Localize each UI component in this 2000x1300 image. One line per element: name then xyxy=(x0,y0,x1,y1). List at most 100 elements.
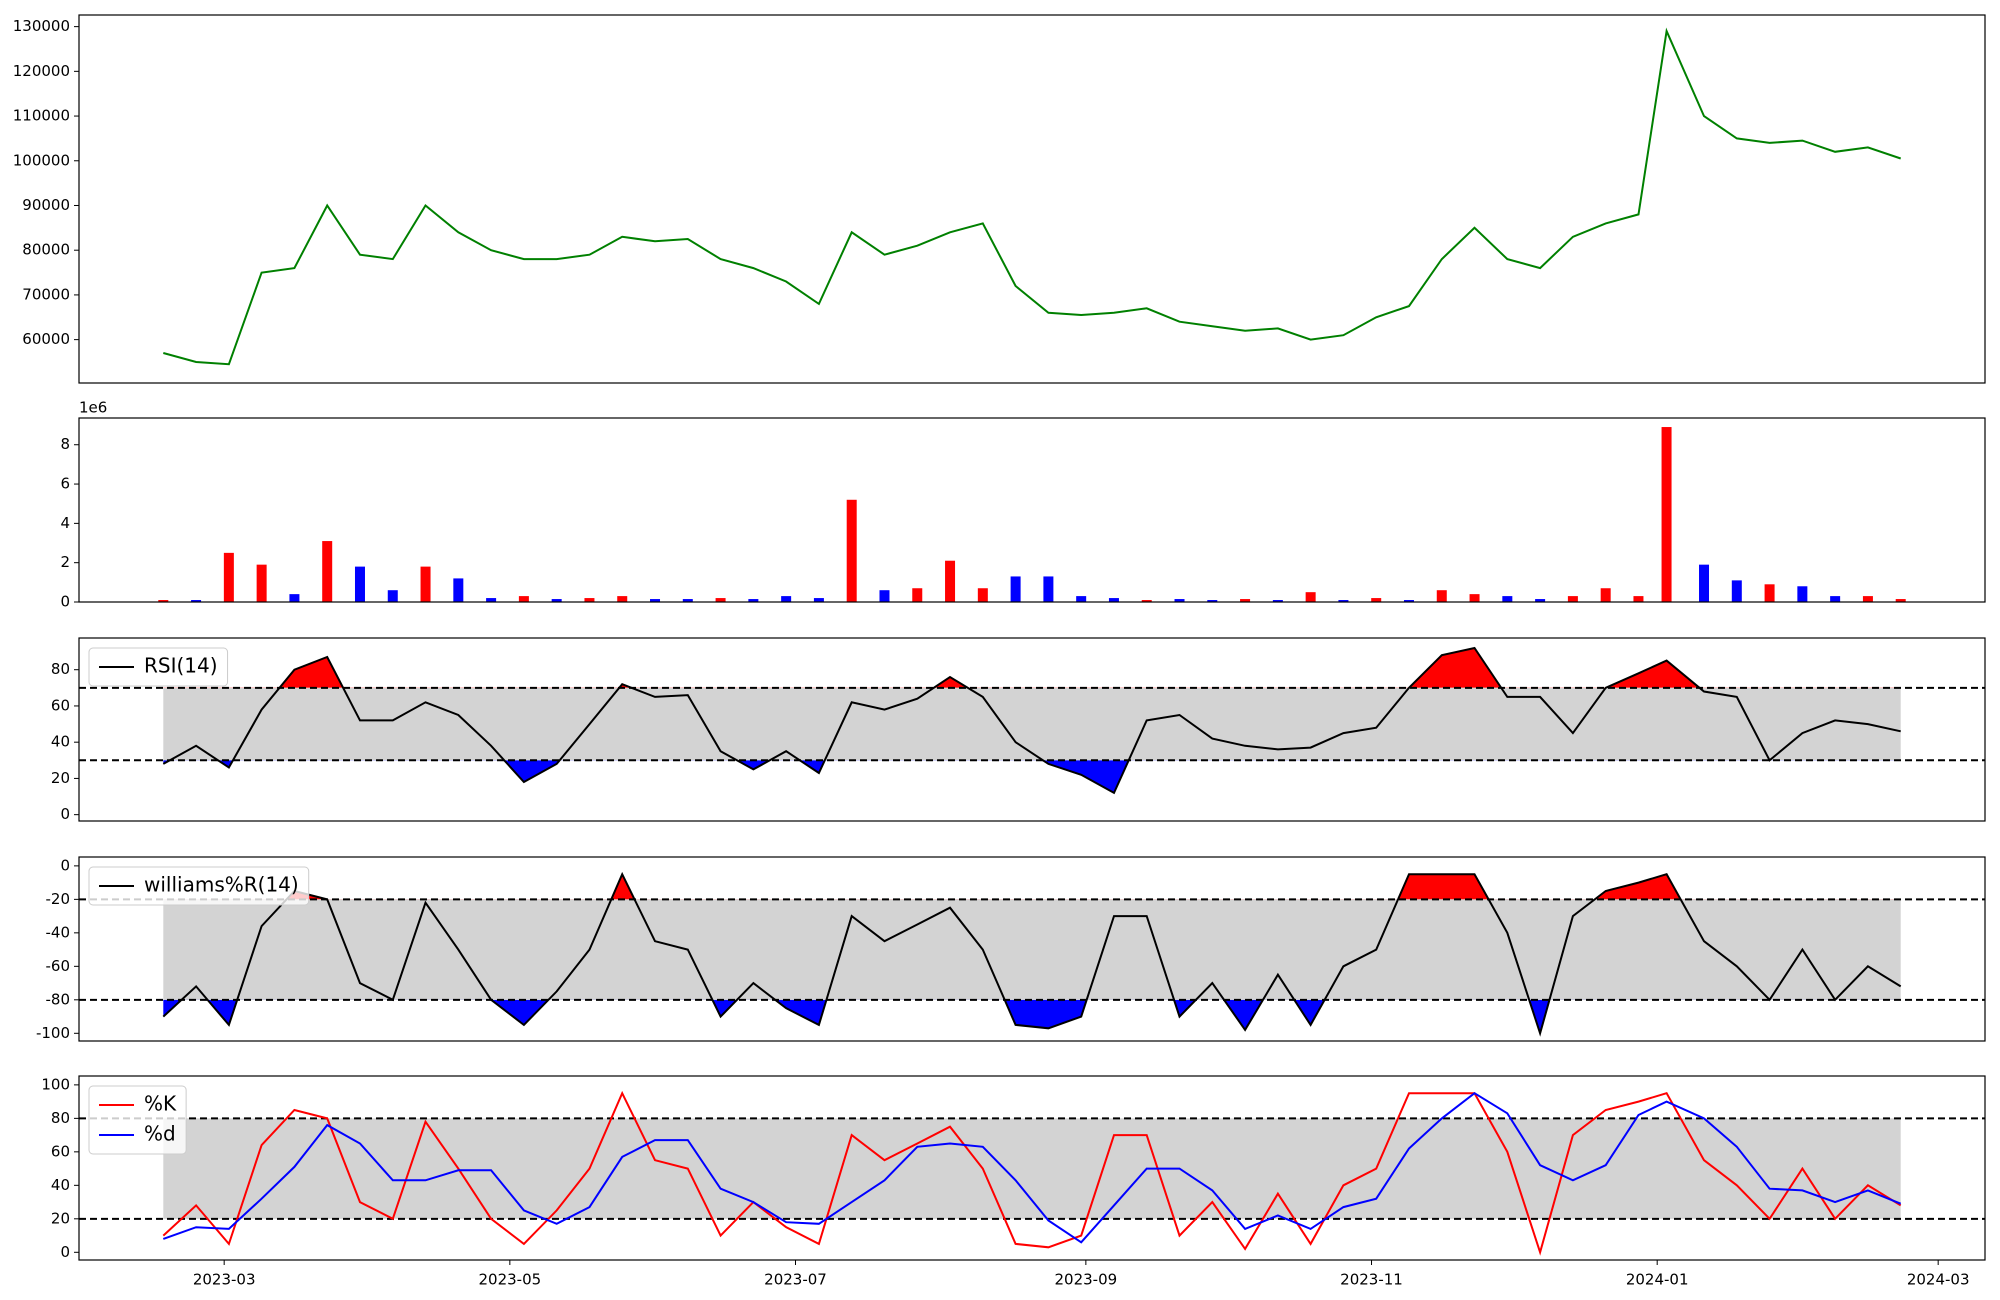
volume-bar xyxy=(289,594,300,602)
x-tick-label: 2024-03 xyxy=(1907,1271,1970,1289)
volume-bar xyxy=(1764,584,1775,602)
y-tick-label: 6 xyxy=(60,475,70,493)
volume-bar xyxy=(1502,596,1513,602)
volume-bar xyxy=(1141,600,1152,602)
x-tick-label: 2023-09 xyxy=(1055,1271,1118,1289)
x-tick-label: 2023-03 xyxy=(193,1271,256,1289)
volume-bar xyxy=(223,552,234,602)
y-tick-label: 8 xyxy=(60,435,70,453)
volume-bar xyxy=(1207,600,1218,602)
y-tick-label: 40 xyxy=(51,733,70,751)
volume-bar xyxy=(191,600,202,602)
legend-label: RSI(14) xyxy=(144,654,218,678)
volume-bar xyxy=(945,560,956,602)
y-tick-label: 0 xyxy=(60,1243,70,1261)
y-tick-label: 80 xyxy=(51,660,70,678)
y-tick-label: 80 xyxy=(51,1109,70,1127)
overbought-fill xyxy=(163,648,1901,688)
volume-bar xyxy=(846,499,857,602)
plot-area xyxy=(79,1090,1985,1256)
volume-bar xyxy=(1305,592,1316,602)
plot-area xyxy=(163,27,1902,366)
volume-bar xyxy=(1174,599,1185,602)
volume-bar xyxy=(387,590,398,602)
y-tick-label: 120000 xyxy=(13,62,70,80)
volume-bar xyxy=(551,599,562,602)
legend-label: %d xyxy=(144,1122,176,1146)
volume-bar xyxy=(879,590,890,602)
y-tick-label: 0 xyxy=(60,593,70,611)
volume-bar xyxy=(1338,600,1349,602)
volume-bar xyxy=(420,566,431,602)
volume-bar xyxy=(256,564,267,602)
y-tick-label: 70000 xyxy=(22,285,70,303)
x-tick-label: 2023-07 xyxy=(764,1271,827,1289)
panel-frame xyxy=(78,14,1986,384)
volume-bar xyxy=(322,541,333,602)
y-tick-label: 110000 xyxy=(13,107,70,125)
panel: 0 -20 -40 -60 -80 -100 williams%R(14) xyxy=(36,856,1986,1042)
volume-bar xyxy=(1535,599,1546,602)
volume-bar xyxy=(977,588,988,602)
volume-bar xyxy=(158,600,169,602)
y-tick-label: -100 xyxy=(36,1024,70,1042)
plot-area xyxy=(79,646,1985,795)
volume-bar xyxy=(813,598,824,602)
y-tick-label: 4 xyxy=(60,514,70,532)
y-tick-label: 0 xyxy=(60,805,70,823)
y-tick-label: 2 xyxy=(60,553,70,571)
volume-bar xyxy=(715,598,726,602)
plot-area xyxy=(158,427,1906,602)
threshold-band xyxy=(163,1118,1901,1219)
volume-bar xyxy=(1567,596,1578,602)
volume-bar xyxy=(912,588,923,602)
volume-bar xyxy=(781,596,792,602)
threshold-band xyxy=(163,899,1901,1000)
volume-bar xyxy=(650,599,661,602)
volume-bar xyxy=(682,599,693,602)
y-tick-label: -80 xyxy=(46,990,71,1008)
y-tick-label: 0 xyxy=(60,856,70,874)
volume-bar xyxy=(453,578,464,602)
panel: 0 20 40 60 80 RSI(14) xyxy=(51,637,1986,823)
y-tick-label: 60 xyxy=(51,696,70,714)
y-tick-label: 40 xyxy=(51,1176,70,1194)
volume-bar xyxy=(1469,594,1480,602)
y-tick-label: 60000 xyxy=(22,330,70,348)
x-tick-label: 2024-01 xyxy=(1626,1271,1689,1289)
series-line xyxy=(162,646,1901,795)
legend: williams%R(14) xyxy=(88,866,310,906)
volume-bar xyxy=(1272,600,1283,602)
volume-bar xyxy=(1633,596,1644,602)
series-line xyxy=(163,27,1902,366)
y-tick-label: 20 xyxy=(51,1209,70,1227)
panel-frame xyxy=(78,637,1986,822)
series-line xyxy=(162,1091,1902,1244)
volume-bar xyxy=(1108,598,1119,602)
legend-label: %K xyxy=(144,1092,177,1116)
volume-bar xyxy=(1895,599,1906,602)
legend-box xyxy=(88,1085,187,1155)
volume-bar xyxy=(486,598,497,602)
volume-bar xyxy=(1240,599,1251,602)
y-tick-label: -20 xyxy=(46,890,71,908)
volume-bar xyxy=(748,599,759,602)
series-line xyxy=(162,871,1902,1037)
threshold-band xyxy=(163,687,1901,761)
volume-bar xyxy=(617,596,628,602)
plot-area xyxy=(79,871,1985,1037)
y-tick-label: 130000 xyxy=(13,17,70,35)
x-tick-label: 2023-05 xyxy=(478,1271,541,1289)
legend: %K %d xyxy=(88,1085,187,1155)
panel-frame xyxy=(78,1075,1986,1261)
legend-box xyxy=(88,866,310,906)
volume-bar xyxy=(1862,596,1873,602)
panel: 0 20 40 60 80 100 2023-03 2023-05 2023-07 2023-09… xyxy=(41,1075,1986,1289)
panel-frame xyxy=(78,856,1986,1042)
volume-bar xyxy=(1600,588,1611,602)
legend: RSI(14) xyxy=(88,647,229,687)
y-tick-label: 100000 xyxy=(13,151,70,169)
axis-offset-label: 1e6 xyxy=(79,399,107,417)
volume-bar xyxy=(518,596,529,602)
volume-bar xyxy=(1043,576,1054,602)
